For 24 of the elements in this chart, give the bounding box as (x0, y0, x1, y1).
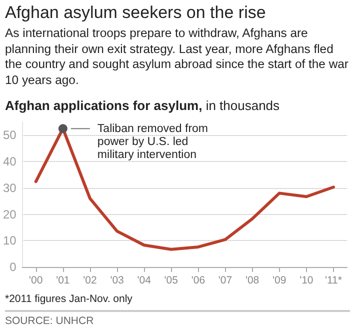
y-tick-label: 0 (10, 260, 17, 274)
x-tick-label: '05 (164, 274, 178, 286)
text: *2011 figures Jan-Nov. only (5, 292, 134, 307)
y-tick-label: 20 (2, 207, 17, 222)
annotation: Taliban removed from power by U.S. led military intervention (97, 123, 212, 162)
x-tick-label: '00 (29, 274, 43, 286)
chart-subtitle: As international troops prepare to withdraw, Afghans are planning their own exit strategy. Last year, more Afghans fled the country and sought asylum abroad since the start of the war 10 years ago. (5, 26, 350, 88)
x-tick-label: '07 (218, 274, 232, 286)
y-tick-label: 50 (2, 128, 17, 142)
x-tick-label: '08 (245, 274, 260, 286)
x-tick-label: '09 (272, 274, 286, 286)
x-tick-label: '10 (300, 274, 314, 286)
x-tick-label: '11* (324, 274, 342, 286)
y-tick-label: 10 (2, 234, 17, 248)
x-tick-label: '04 (137, 274, 152, 286)
x-tick-label: '06 (191, 274, 206, 286)
x-tick-label: '01 (56, 274, 70, 286)
y-tick-label: 40 (2, 154, 17, 169)
source-note: SOURCE: UNHCR (5, 310, 350, 328)
x-tick-label: '02 (83, 274, 97, 286)
chart-title: Afghan asylum seekers on the rise (5, 3, 266, 23)
x-tick-label: '03 (110, 274, 124, 286)
y-tick-label: 30 (2, 180, 17, 195)
y-axis-title: Afghan applications for asylum, in thousands (5, 98, 280, 113)
